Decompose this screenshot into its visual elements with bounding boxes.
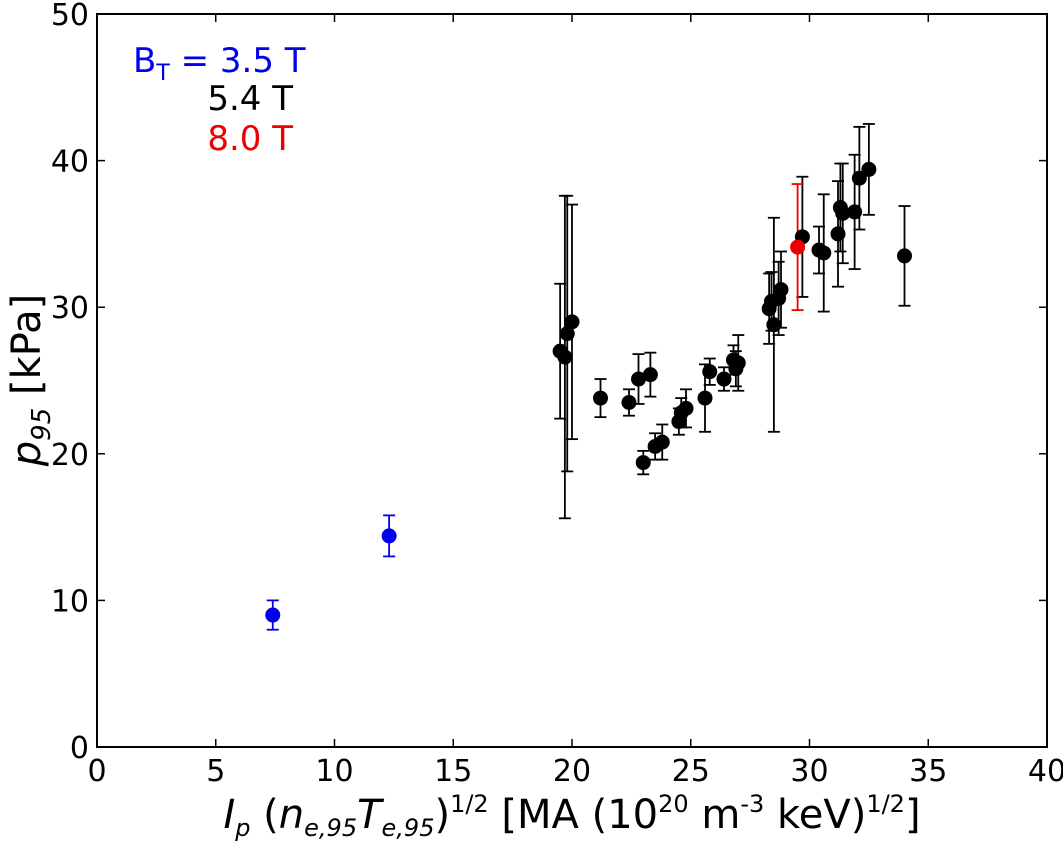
data-point [697, 390, 713, 406]
data-point [702, 364, 718, 380]
x-tick-label: 10 [315, 754, 353, 789]
y-axis-sub: 95 [27, 408, 57, 441]
x-tick-label: 20 [553, 754, 591, 789]
data-point [790, 239, 806, 255]
x-tick-label: 35 [909, 754, 947, 789]
x-axis-T: T [357, 792, 385, 838]
x-axis-units-c: keV) [764, 792, 866, 838]
y-axis-main: p [4, 441, 50, 467]
axis-tick-labels: 0 5 10 15 20 25 30 35 40 0 10 20 30 40 50 [51, 0, 1063, 789]
data-point [830, 226, 846, 242]
x-axis-exp: 1/2 [450, 790, 489, 818]
data-point [861, 161, 877, 177]
data-point [564, 314, 580, 330]
data-point [381, 528, 397, 544]
data-point [816, 245, 832, 261]
legend: BT = 3.5 T 5.4 T 8.0 T [133, 41, 306, 159]
data-point [851, 170, 867, 186]
legend-entry-3-5T: BT = 3.5 T [133, 41, 306, 86]
x-tick-label: 15 [434, 754, 472, 789]
data-point [265, 607, 281, 623]
data-point [766, 317, 782, 333]
legend-bt-sub: T [155, 61, 170, 86]
x-axis-T-sub: e,95 [382, 814, 435, 842]
x-axis-units-b: m [689, 792, 741, 838]
data-point [773, 282, 789, 298]
error-bars [266, 123, 911, 631]
data-point [635, 455, 651, 471]
y-tick-label: 50 [51, 0, 89, 33]
x-axis-main-sub: p [234, 814, 250, 842]
data-point [559, 326, 575, 342]
data-point [730, 355, 746, 371]
data-point [557, 349, 573, 365]
x-tick-label: 40 [1028, 754, 1063, 789]
x-axis-title: Ip (ne,95Te,95)1/2 [MA (1020 m-3 keV)1/2… [223, 790, 920, 842]
y-axis-units: [kPa] [4, 294, 50, 408]
data-point [835, 205, 851, 221]
y-tick-label: 30 [51, 291, 89, 326]
y-axis-title: p95 [kPa] [4, 294, 57, 467]
x-axis-units-d: ] [905, 792, 921, 838]
data-points [265, 161, 912, 623]
legend-bt-prefix: B [133, 41, 156, 81]
axis-ticks [96, 13, 1048, 748]
y-tick-label: 0 [70, 731, 89, 766]
x-tick-label: 25 [672, 754, 710, 789]
data-point [847, 204, 863, 220]
data-point [678, 400, 694, 416]
x-axis-n: n [279, 792, 304, 838]
data-point [631, 371, 646, 387]
data-point [642, 367, 658, 383]
x-axis-units-exp: 1/2 [866, 790, 905, 818]
y-tick-label: 10 [51, 584, 89, 619]
y-tick-label: 40 [51, 145, 89, 180]
data-point [716, 371, 732, 387]
legend-entry-8-0T: 8.0 T [207, 119, 293, 159]
data-point [897, 248, 912, 264]
data-point [654, 434, 670, 450]
x-axis-paren-close: ) [434, 792, 450, 838]
x-axis-main: I [223, 792, 235, 838]
x-tick-label: 0 [87, 754, 106, 789]
legend-entry-5-4T: 5.4 T [207, 79, 293, 119]
legend-bt-eq: = [170, 41, 220, 81]
x-axis-n-sub: e,95 [304, 814, 357, 842]
data-point [593, 390, 608, 406]
x-axis-units-exp20: 20 [658, 790, 689, 818]
x-tick-label: 5 [206, 754, 225, 789]
y-tick-label: 20 [51, 438, 89, 473]
x-axis-units-expm3: -3 [740, 790, 764, 818]
x-axis-units-a: [MA (10 [489, 792, 658, 838]
x-axis-paren-open: ( [250, 792, 278, 838]
x-tick-label: 30 [790, 754, 828, 789]
legend-label-3-5T: 3.5 T [220, 41, 306, 81]
data-point [621, 394, 637, 410]
